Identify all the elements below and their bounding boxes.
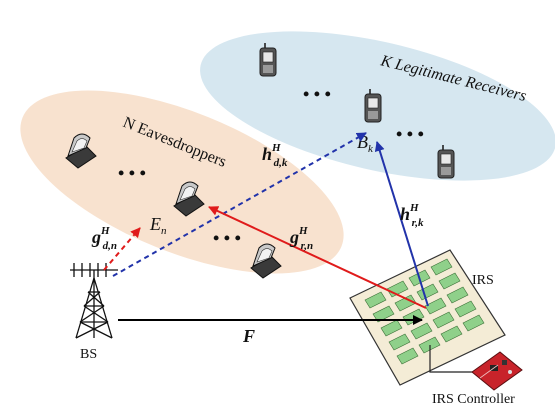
controller-board-icon xyxy=(471,351,523,391)
eaves-ellipsis-2: • • • xyxy=(213,228,241,248)
irs-label: IRS xyxy=(472,273,494,288)
label-f: F xyxy=(242,326,255,346)
reflected-link-irs-to-bk xyxy=(374,141,429,307)
controller-cable xyxy=(429,345,488,373)
eaves-ellipsis-1: • • • xyxy=(118,163,146,183)
direct-link-bs-to-en xyxy=(103,227,141,271)
reflected-link-irs-to-en xyxy=(208,206,427,309)
base-station-tower-icon xyxy=(70,263,118,339)
node-label-bk: Bk xyxy=(357,132,374,155)
label-g-dn: gH d,n xyxy=(91,225,117,252)
label-h-rk: hH r,k xyxy=(400,202,424,229)
label-g-rn: gH r,n xyxy=(289,225,313,252)
label-h-dk: hH d,k xyxy=(262,142,288,169)
legit-receiver-phone-icon xyxy=(437,144,455,179)
node-label-en: En xyxy=(149,214,167,237)
legit-receiver-bk-phone-icon xyxy=(364,88,382,123)
legit-receiver-phone-icon xyxy=(259,42,277,77)
eavesdroppers-region xyxy=(20,90,344,274)
bs-label: BS xyxy=(80,347,97,362)
direct-link-bs-to-bk xyxy=(112,132,367,277)
irs-panel-icon xyxy=(349,249,506,386)
legit-ellipsis-1: • • • xyxy=(303,84,331,104)
legit-ellipsis-2: • • • xyxy=(396,124,424,144)
irs-controller-label: IRS Controller xyxy=(432,392,515,407)
